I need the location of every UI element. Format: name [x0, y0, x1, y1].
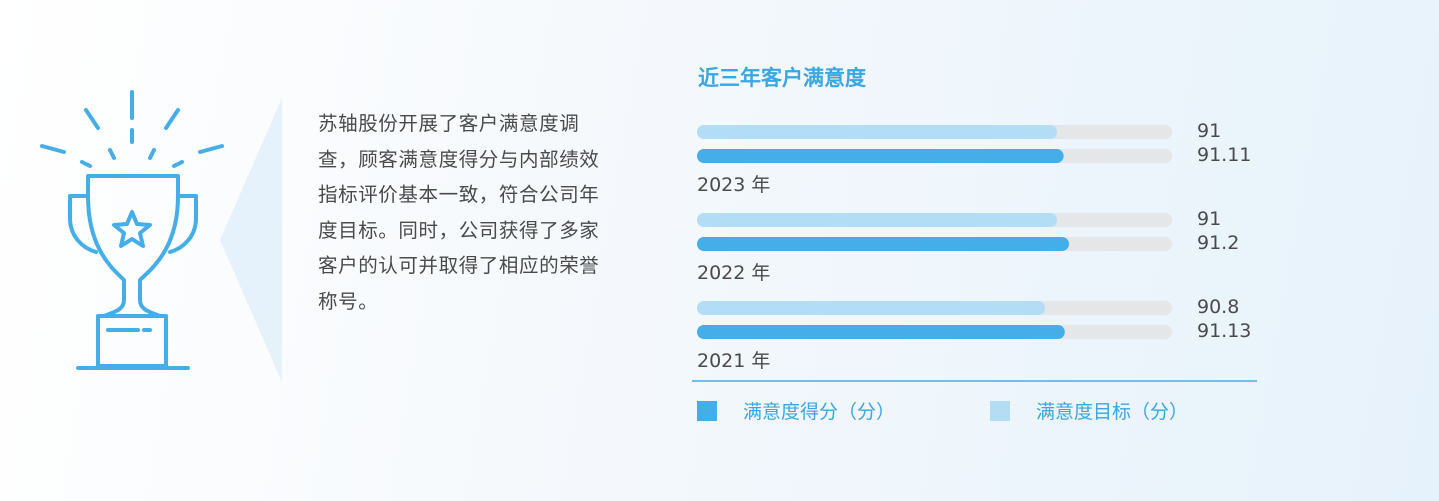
- legend-swatch: [697, 401, 717, 421]
- bar: [697, 301, 1045, 315]
- category-label: 2021 年: [697, 350, 770, 372]
- chart-title: 近三年客户满意度: [698, 66, 866, 90]
- category-label: 2023 年: [697, 174, 770, 196]
- bar: [697, 325, 1065, 339]
- paragraph: 苏轴股份开展了客户满意度调查，顾客满意度得分与内部绩效指标评价基本一致，符合公司…: [318, 112, 600, 313]
- chevron: [220, 98, 282, 382]
- value-label: 91: [1197, 208, 1221, 230]
- value-label: 91.11: [1197, 144, 1251, 166]
- legend-label: 满意度得分（分）: [743, 401, 895, 423]
- legend-swatch: [990, 401, 1010, 421]
- value-label: 91.2: [1197, 232, 1239, 254]
- value-label: 90.8: [1197, 296, 1239, 318]
- bar: [697, 213, 1057, 227]
- legend-label: 满意度目标（分）: [1036, 401, 1188, 423]
- category-label: 2022 年: [697, 262, 770, 284]
- bar: [697, 237, 1069, 251]
- trophy-icon: [40, 90, 224, 370]
- value-label: 91.13: [1197, 320, 1251, 342]
- bar: [697, 125, 1057, 139]
- decor: [40, 90, 282, 382]
- value-label: 91: [1197, 120, 1221, 142]
- bar: [697, 149, 1064, 163]
